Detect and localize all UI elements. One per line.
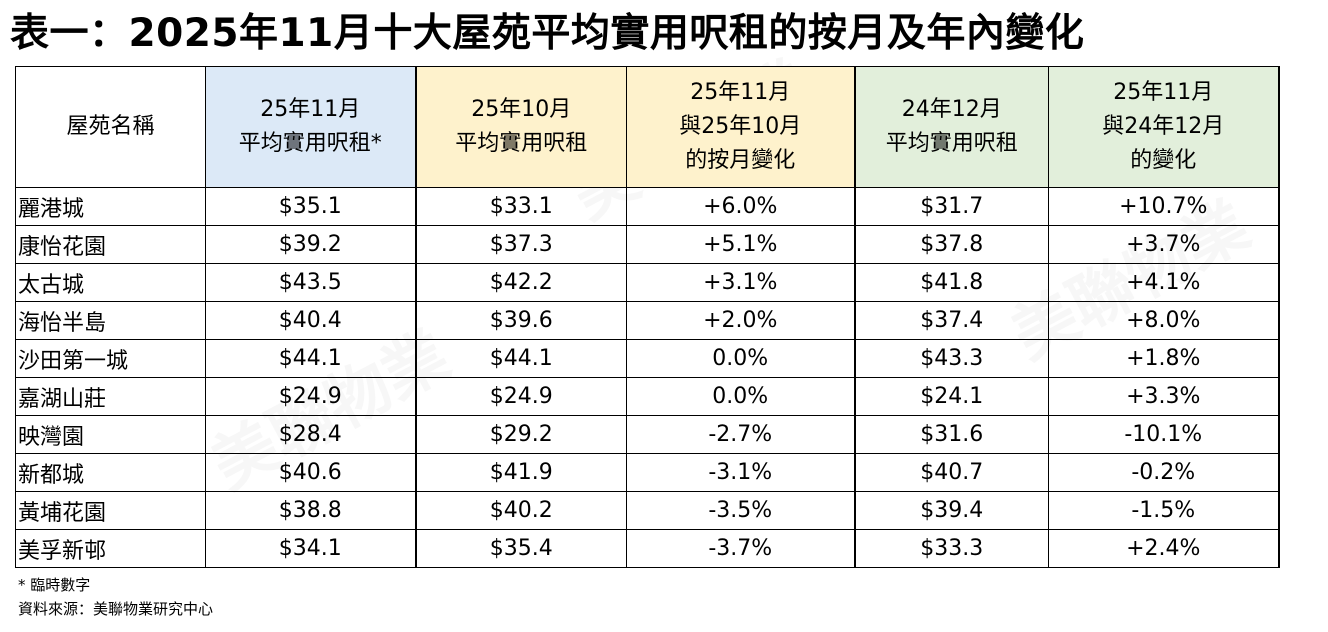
dec24-rent: $37.8 (854, 225, 1049, 264)
estate-name: 康怡花園 (15, 225, 206, 264)
nov25-rent: $40.4 (205, 301, 416, 340)
header-line: 的變化 (1130, 148, 1197, 173)
header-line: 平均實用呎租* (238, 131, 382, 156)
table-header-row: 屋苑名稱 25年11月 平均實用呎租* 25年10月 平均實用呎租 25年11月… (15, 66, 1280, 188)
table-row: 太古城 $43.5 $42.2 +3.1% $41.8 +4.1% (15, 263, 1280, 302)
header-mom-change: 25年11月 與25年10月 的按月變化 (626, 66, 856, 188)
dec24-rent: $31.6 (854, 415, 1049, 454)
oct25-rent: $37.3 (414, 225, 627, 264)
oct25-rent: $41.9 (414, 453, 627, 492)
mom-change: -3.7% (626, 529, 856, 568)
oct25-rent: $24.9 (414, 377, 627, 416)
ytd-change: +8.0% (1048, 301, 1280, 340)
estate-name: 太古城 (15, 263, 206, 302)
header-line: 25年10月 (471, 97, 572, 122)
mom-change: +3.1% (626, 263, 856, 302)
table-row: 美孚新邨 $34.1 $35.4 -3.7% $33.3 +2.4% (15, 529, 1280, 568)
nov25-rent: $40.6 (205, 453, 416, 492)
oct25-rent: $39.6 (414, 301, 627, 340)
mom-change: +6.0% (626, 187, 856, 226)
mom-change: +2.0% (626, 301, 856, 340)
mom-change: -3.1% (626, 453, 856, 492)
dec24-rent: $43.3 (854, 339, 1049, 378)
estate-name: 映灣園 (15, 415, 206, 454)
nov25-rent: $43.5 (205, 263, 416, 302)
nov25-rent: $44.1 (205, 339, 416, 378)
oct25-rent: $33.1 (414, 187, 627, 226)
estate-name: 黃埔花園 (15, 491, 206, 530)
nov25-rent: $34.1 (205, 529, 416, 568)
dec24-rent: $33.3 (854, 529, 1049, 568)
ytd-change: +1.8% (1048, 339, 1280, 378)
header-line: 25年11月 (690, 80, 791, 105)
nov25-rent: $24.9 (205, 377, 416, 416)
header-oct25-rent: 25年10月 平均實用呎租 (414, 66, 627, 188)
nov25-rent: $28.4 (205, 415, 416, 454)
oct25-rent: $29.2 (414, 415, 627, 454)
dec24-rent: $41.8 (854, 263, 1049, 302)
mom-change: 0.0% (626, 339, 856, 378)
header-line: 24年12月 (901, 97, 1002, 122)
header-line: 25年11月 (1113, 80, 1214, 105)
ytd-change: -10.1% (1048, 415, 1280, 454)
dec24-rent: $31.7 (854, 187, 1049, 226)
header-line: 平均實用呎租 (455, 131, 588, 156)
table-row: 麗港城 $35.1 $33.1 +6.0% $31.7 +10.7% (15, 187, 1280, 226)
dec24-rent: $40.7 (854, 453, 1049, 492)
estate-name: 美孚新邨 (15, 529, 206, 568)
mom-change: -2.7% (626, 415, 856, 454)
table-row: 海怡半島 $40.4 $39.6 +2.0% $37.4 +8.0% (15, 301, 1280, 340)
table-row: 嘉湖山莊 $24.9 $24.9 0.0% $24.1 +3.3% (15, 377, 1280, 416)
ytd-change: -1.5% (1048, 491, 1280, 530)
header-line: 與24年12月 (1102, 114, 1225, 139)
notes: * 臨時數字 資料來源：美聯物業研究中心 (18, 573, 213, 621)
mom-change: -3.5% (626, 491, 856, 530)
table-row: 康怡花園 $39.2 $37.3 +5.1% $37.8 +3.7% (15, 225, 1280, 264)
oct25-rent: $40.2 (414, 491, 627, 530)
mom-change: +5.1% (626, 225, 856, 264)
header-dec24-rent: 24年12月 平均實用呎租 (854, 66, 1049, 188)
estate-name: 麗港城 (15, 187, 206, 226)
header-line: 屋苑名稱 (66, 114, 155, 139)
ytd-change: +2.4% (1048, 529, 1280, 568)
ytd-change: +3.7% (1048, 225, 1280, 264)
header-line: 平均實用呎租 (885, 131, 1018, 156)
header-line: 的按月變化 (685, 148, 796, 173)
dec24-rent: $39.4 (854, 491, 1049, 530)
header-ytd-change: 25年11月 與24年12月 的變化 (1048, 66, 1280, 188)
ytd-change: +4.1% (1048, 263, 1280, 302)
nov25-rent: $35.1 (205, 187, 416, 226)
header-estate-name: 屋苑名稱 (15, 66, 206, 188)
source-note: 資料來源：美聯物業研究中心 (18, 600, 214, 618)
header-line: 與25年10月 (679, 114, 802, 139)
table-row: 映灣園 $28.4 $29.2 -2.7% $31.6 -10.1% (15, 415, 1280, 454)
estate-name: 沙田第一城 (15, 339, 206, 378)
oct25-rent: $35.4 (414, 529, 627, 568)
header-nov25-rent: 25年11月 平均實用呎租* (205, 66, 416, 188)
header-line: 25年11月 (260, 97, 361, 122)
ytd-change: -0.2% (1048, 453, 1280, 492)
oct25-rent: $44.1 (414, 339, 627, 378)
dec24-rent: $37.4 (854, 301, 1049, 340)
ytd-change: +10.7% (1048, 187, 1280, 226)
table-row: 黃埔花園 $38.8 $40.2 -3.5% $39.4 -1.5% (15, 491, 1280, 530)
ytd-change: +3.3% (1048, 377, 1280, 416)
estate-name: 嘉湖山莊 (15, 377, 206, 416)
oct25-rent: $42.2 (414, 263, 627, 302)
footnote: * 臨時數字 (18, 576, 91, 594)
page-title: 表一：2025年11月十大屋苑平均實用呎租的按月及年內變化 (10, 11, 1085, 56)
nov25-rent: $39.2 (205, 225, 416, 264)
estate-name: 海怡半島 (15, 301, 206, 340)
estate-name: 新都城 (15, 453, 206, 492)
table-row: 沙田第一城 $44.1 $44.1 0.0% $43.3 +1.8% (15, 339, 1280, 378)
nov25-rent: $38.8 (205, 491, 416, 530)
dec24-rent: $24.1 (854, 377, 1049, 416)
table-row: 新都城 $40.6 $41.9 -3.1% $40.7 -0.2% (15, 453, 1280, 492)
mom-change: 0.0% (626, 377, 856, 416)
rent-table: 屋苑名稱 25年11月 平均實用呎租* 25年10月 平均實用呎租 25年11月… (15, 66, 1280, 568)
